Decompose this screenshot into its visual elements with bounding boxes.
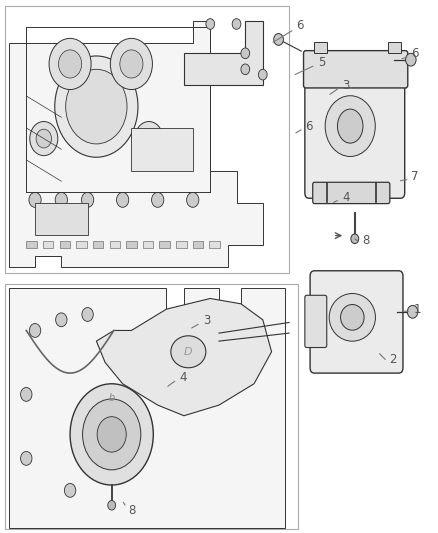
Circle shape xyxy=(97,417,126,452)
Circle shape xyxy=(351,234,359,244)
Text: 3: 3 xyxy=(203,314,210,327)
Bar xyxy=(193,241,203,248)
Bar xyxy=(143,241,153,248)
Ellipse shape xyxy=(341,304,364,330)
Polygon shape xyxy=(9,21,263,266)
Bar xyxy=(126,241,137,248)
Bar xyxy=(131,128,193,171)
Bar xyxy=(60,241,70,248)
Circle shape xyxy=(55,56,138,157)
Bar xyxy=(209,241,220,248)
Circle shape xyxy=(120,50,143,78)
Circle shape xyxy=(21,451,32,465)
Circle shape xyxy=(152,192,164,207)
Bar xyxy=(35,203,88,235)
Circle shape xyxy=(110,38,152,90)
Circle shape xyxy=(70,384,153,485)
Text: 6: 6 xyxy=(305,120,313,133)
Text: 7: 7 xyxy=(411,171,419,183)
Text: 1: 1 xyxy=(413,303,421,316)
Text: 5: 5 xyxy=(318,56,325,69)
FancyBboxPatch shape xyxy=(305,66,405,198)
Circle shape xyxy=(66,69,127,144)
FancyBboxPatch shape xyxy=(310,271,403,373)
Bar xyxy=(176,241,187,248)
Bar xyxy=(5,284,298,529)
FancyBboxPatch shape xyxy=(313,182,390,204)
Ellipse shape xyxy=(337,109,363,143)
Text: 2: 2 xyxy=(389,353,397,366)
Bar xyxy=(159,241,170,248)
Circle shape xyxy=(82,308,93,321)
Ellipse shape xyxy=(329,294,375,341)
Text: b: b xyxy=(109,393,115,403)
Polygon shape xyxy=(96,298,272,416)
Bar xyxy=(26,241,37,248)
Bar xyxy=(43,241,53,248)
Text: 8: 8 xyxy=(129,504,136,517)
Text: 6: 6 xyxy=(411,47,419,60)
Circle shape xyxy=(187,192,199,207)
Ellipse shape xyxy=(325,96,375,157)
Circle shape xyxy=(59,50,81,78)
Circle shape xyxy=(241,48,250,59)
Circle shape xyxy=(232,19,241,29)
Circle shape xyxy=(258,69,267,80)
Circle shape xyxy=(82,399,141,470)
Circle shape xyxy=(135,122,163,156)
Circle shape xyxy=(36,129,52,148)
Circle shape xyxy=(30,122,58,156)
Circle shape xyxy=(56,313,67,327)
Circle shape xyxy=(141,129,157,148)
Circle shape xyxy=(64,483,76,497)
Circle shape xyxy=(108,500,116,510)
Polygon shape xyxy=(184,21,263,85)
Bar xyxy=(76,241,87,248)
Bar xyxy=(110,241,120,248)
Circle shape xyxy=(407,305,418,318)
Bar xyxy=(93,241,103,248)
Text: 8: 8 xyxy=(363,235,370,247)
Bar xyxy=(388,42,401,53)
Circle shape xyxy=(29,192,41,207)
Bar xyxy=(5,6,289,273)
Text: D: D xyxy=(184,347,193,357)
Circle shape xyxy=(21,387,32,401)
Text: 6: 6 xyxy=(296,19,304,32)
Circle shape xyxy=(49,38,91,90)
Polygon shape xyxy=(9,288,285,528)
Text: 3: 3 xyxy=(343,79,350,92)
Circle shape xyxy=(241,64,250,75)
FancyBboxPatch shape xyxy=(305,295,327,348)
Text: 4: 4 xyxy=(342,191,350,204)
Circle shape xyxy=(406,53,416,66)
Circle shape xyxy=(29,324,41,337)
Bar xyxy=(314,42,327,53)
Circle shape xyxy=(274,34,283,45)
FancyBboxPatch shape xyxy=(304,51,408,88)
Circle shape xyxy=(55,192,67,207)
Ellipse shape xyxy=(171,336,206,368)
Circle shape xyxy=(81,192,94,207)
Circle shape xyxy=(117,192,129,207)
Text: 4: 4 xyxy=(179,371,187,384)
Circle shape xyxy=(206,19,215,29)
